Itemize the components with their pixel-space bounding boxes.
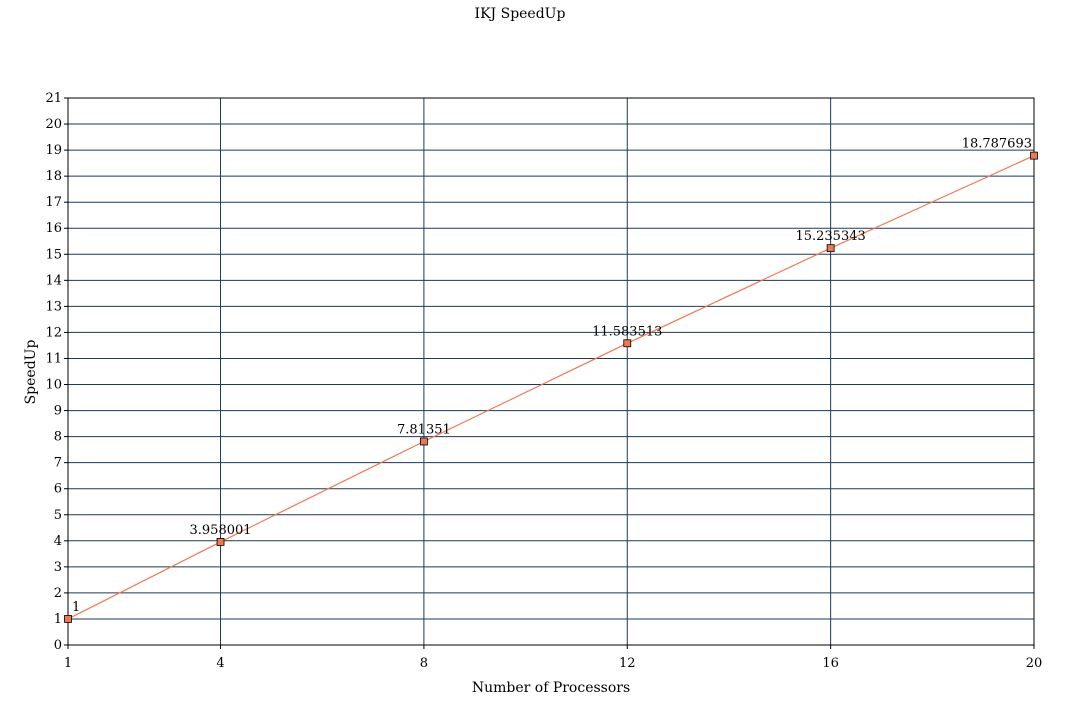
y-tick-label: 11 (45, 351, 62, 366)
plot-area-frame (67, 97, 1035, 646)
data-label: 18.787693 (962, 137, 1032, 152)
y-tick-label: 2 (54, 586, 62, 601)
chart-title: IKJ SpeedUp (475, 6, 566, 22)
y-tick-label: 19 (45, 143, 62, 158)
y-axis-label: SpeedUp (23, 340, 39, 405)
x-tick-label: 12 (619, 656, 636, 671)
y-tick-label: 14 (45, 273, 62, 288)
y-tick-label: 16 (45, 221, 62, 236)
series-layer: 1 3.958001 7.81351 11.583513 15.235343 18.787… (64, 137, 1038, 623)
y-tick-label: 13 (45, 299, 62, 314)
data-point-marker (826, 244, 835, 253)
y-tick-label: 0 (54, 638, 62, 653)
x-tick-label: 1 (64, 656, 72, 671)
data-point-marker (623, 339, 632, 348)
data-label: 7.81351 (397, 422, 451, 437)
y-tick-label: 9 (54, 404, 62, 419)
y-tick-label: 7 (54, 456, 62, 471)
y-tick-label: 3 (54, 560, 62, 575)
y-tick-label: 18 (45, 169, 62, 184)
y-tick-label: 21 (45, 91, 62, 106)
x-tick-label: 8 (420, 656, 428, 671)
data-point-marker (64, 615, 72, 623)
data-label: 15.235343 (795, 229, 865, 244)
y-tick-label: 17 (45, 195, 62, 210)
x-tick-label: 20 (1026, 656, 1043, 671)
grid (67, 97, 1035, 646)
x-axis-ticks: 1 4 8 12 16 20 (64, 645, 1042, 671)
data-point-marker (216, 538, 225, 546)
x-axis-label: Number of Processors (472, 680, 630, 696)
data-label: 3.958001 (190, 523, 252, 538)
y-tick-label: 8 (54, 430, 62, 445)
y-tick-label: 4 (54, 534, 62, 549)
series-line (67, 155, 1035, 620)
y-tick-label: 12 (45, 325, 62, 340)
y-tick-label: 5 (54, 508, 62, 523)
y-tick-label: 20 (45, 117, 62, 132)
y-tick-label: 1 (54, 612, 62, 627)
data-label: 11.583513 (592, 324, 662, 339)
x-tick-label: 16 (822, 656, 839, 671)
data-label: 1 (72, 600, 80, 615)
data-point-marker (1030, 151, 1038, 160)
data-point-marker (419, 437, 428, 446)
y-tick-label: 10 (45, 378, 62, 393)
y-tick-label: 15 (45, 247, 62, 262)
y-tick-label: 6 (54, 482, 62, 497)
x-tick-label: 4 (216, 656, 224, 671)
